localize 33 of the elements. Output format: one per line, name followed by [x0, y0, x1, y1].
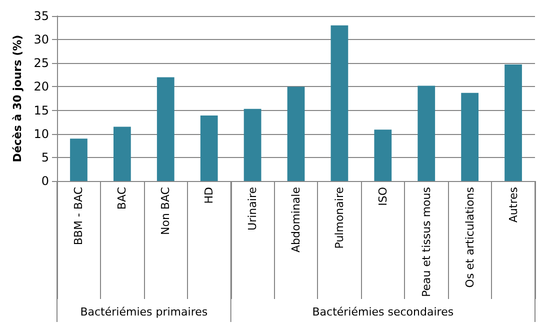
bar: [244, 108, 262, 181]
bar: [113, 126, 131, 181]
x-tick-label: Peau et tissus mous: [420, 186, 433, 297]
bar: [287, 86, 305, 181]
y-tick-label: 5: [41, 150, 49, 164]
x-tick-label: ISO: [376, 186, 390, 206]
y-tick-label: 20: [34, 80, 49, 94]
y-tick-label: 15: [34, 103, 49, 118]
y-tick-label: 0: [41, 174, 49, 188]
x-tick-label: Os et articulations: [463, 186, 476, 288]
x-tick-label: Abdominale: [290, 186, 302, 253]
x-tick-label: Non BAC: [159, 186, 172, 235]
y-tick-label: 10: [34, 126, 49, 141]
text: Bactériémies primaires: [80, 306, 208, 318]
x-tick-label: HD: [202, 187, 216, 204]
x-tick-label: Autres: [506, 186, 520, 223]
x-tick-label: BBM - BAC: [72, 186, 86, 246]
bar: [418, 86, 436, 181]
bar: [156, 77, 174, 181]
bar: [70, 138, 88, 181]
y-axis-title: Décès à 30 jours (%): [10, 34, 24, 162]
y-tick-label: 30: [34, 32, 49, 47]
x-tick-label: Urinaire: [246, 186, 260, 230]
y-tick-label: 35: [34, 9, 49, 23]
bar: [504, 64, 522, 181]
x-tick-label: BAC: [116, 186, 129, 210]
y-tick-label: 25: [34, 56, 49, 70]
bar: [200, 115, 218, 181]
bar: [374, 130, 392, 181]
x-tick-label: Pulmonaire: [332, 186, 346, 249]
text: Bactériémies secondaires: [312, 306, 454, 318]
bar: [330, 25, 348, 181]
bar: [461, 92, 479, 181]
